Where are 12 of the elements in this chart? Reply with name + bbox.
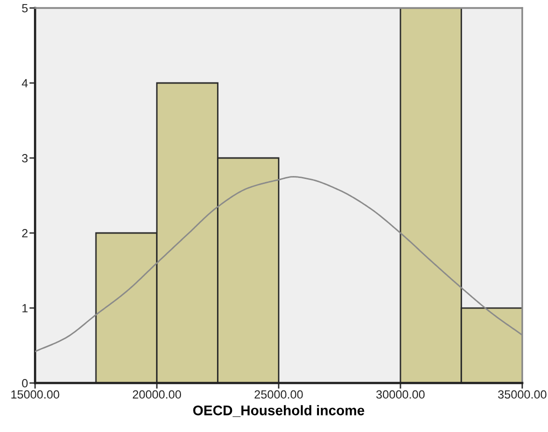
y-tick-label: 5 [22, 4, 28, 12]
y-tick-label: 1 [22, 304, 28, 312]
y-tick-label: 0 [22, 379, 28, 388]
x-tick-label: 35000.00 [498, 390, 546, 399]
y-tick-label: 3 [22, 154, 28, 162]
x-tick-label: 30000.00 [376, 390, 425, 399]
x-tick-label: 15000.00 [11, 390, 60, 399]
y-tick-label: 2 [22, 229, 28, 238]
x-tick-label: 20000.00 [132, 390, 182, 399]
x-axis-title: OECD_Household income [193, 405, 364, 417]
x-tick-label: 25000.00 [254, 390, 303, 399]
y-tick-label: 4 [22, 79, 28, 88]
